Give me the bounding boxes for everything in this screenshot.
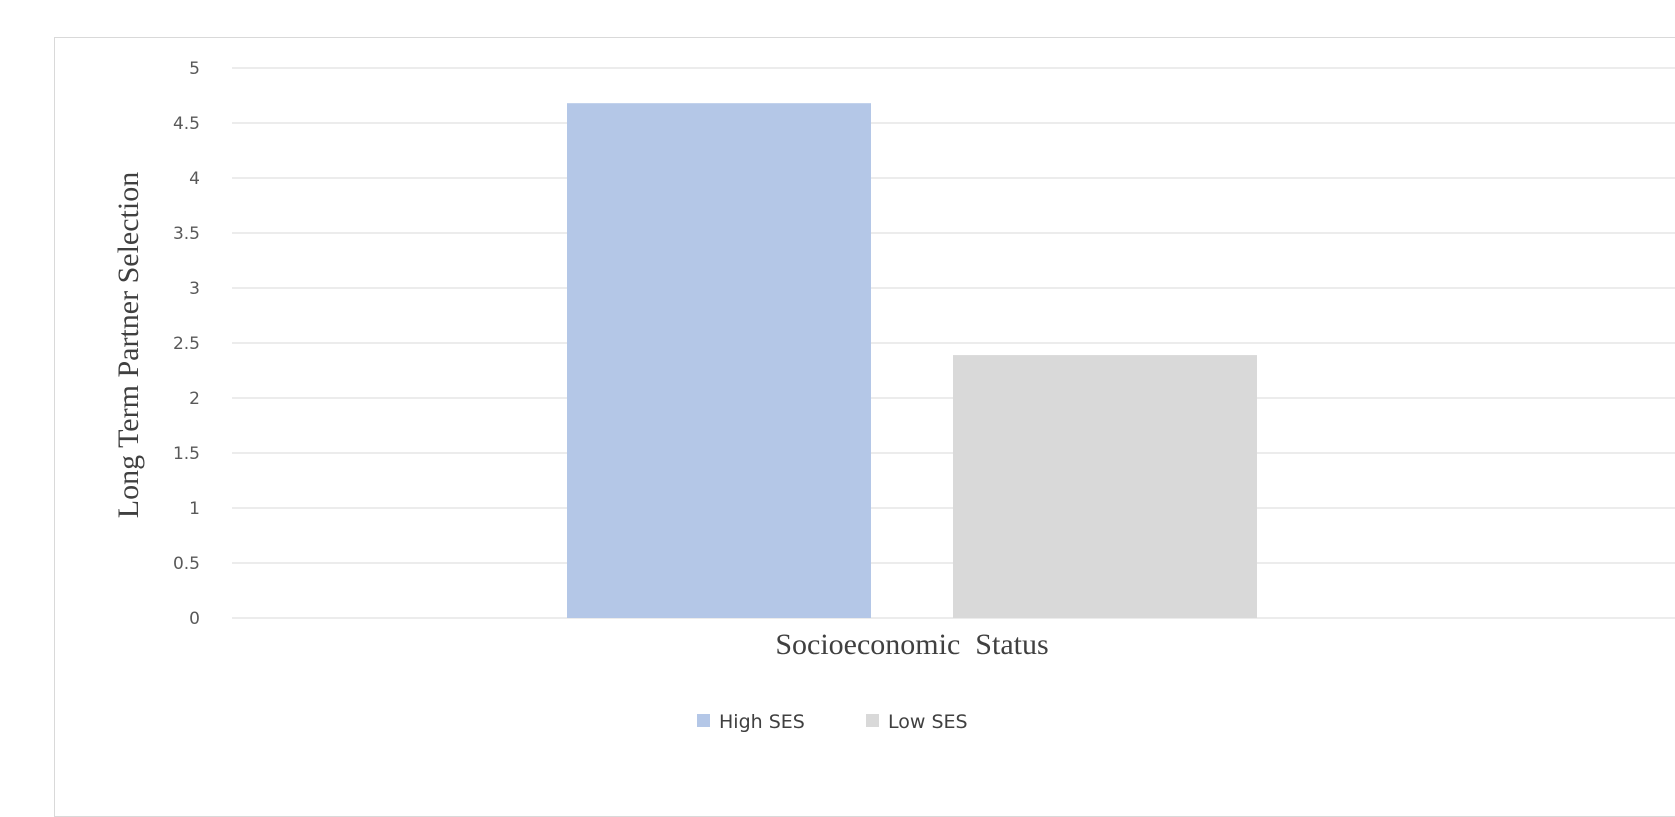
y-tick-label: 0 xyxy=(189,609,200,629)
y-tick-label: 1 xyxy=(189,499,200,519)
y-tick-label: 2.5 xyxy=(173,334,200,354)
y-tick-label: 2 xyxy=(189,389,200,409)
y-tick-label: 0.5 xyxy=(173,554,200,574)
y-axis-tick-labels: 0 0.5 1 1.5 2 2.5 3 3.5 4 4.5 5 xyxy=(173,59,200,629)
y-tick-label: 5 xyxy=(189,59,200,79)
legend-label-high-ses: High SES xyxy=(719,711,805,733)
y-tick-label: 4.5 xyxy=(173,114,200,134)
y-tick-label: 3 xyxy=(189,279,200,299)
y-tick-label: 1.5 xyxy=(173,444,200,464)
y-tick-label: 4 xyxy=(189,169,200,189)
bar-chart: 0 0.5 1 1.5 2 2.5 3 3.5 4 4.5 5 Long Term Partner … xyxy=(112,59,1675,733)
y-axis-title: Long Term Partner Selection xyxy=(112,172,145,518)
legend: High SES Low SES xyxy=(697,711,968,733)
x-axis-title: Socioeconomic Status xyxy=(775,628,1048,661)
legend-label-low-ses: Low SES xyxy=(888,711,968,733)
bars xyxy=(567,103,1257,618)
bar-low-ses xyxy=(953,355,1257,618)
legend-swatch-low-ses xyxy=(866,714,879,727)
bar-high-ses xyxy=(567,103,871,618)
legend-swatch-high-ses xyxy=(697,714,710,727)
y-tick-label: 3.5 xyxy=(173,224,200,244)
